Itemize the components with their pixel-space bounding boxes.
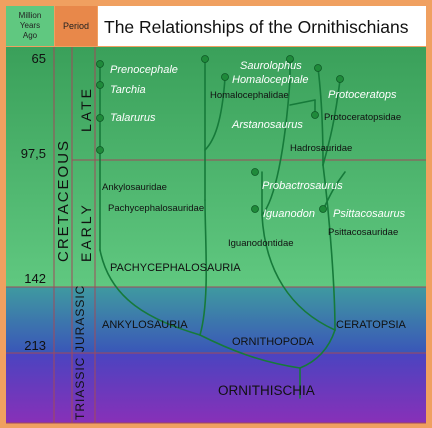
dot-prenocephale xyxy=(96,60,104,68)
taxon-dots xyxy=(96,55,344,213)
tick-213: 213 xyxy=(24,338,46,353)
dot-homalocephale xyxy=(201,55,209,63)
period-label: Period xyxy=(63,21,89,31)
taxon-saurolophus: Saurolophus xyxy=(240,60,302,72)
dot-psittacosaurus xyxy=(319,205,327,213)
dot-saurolophus xyxy=(286,55,294,63)
group-pachycephalosauria: PACHYCEPHALOSAURIA xyxy=(110,262,241,274)
years-label: Years xyxy=(20,21,40,30)
taxon-homalocephalidae: Homalocephalidae xyxy=(210,90,289,101)
tick-97-5: 97,5 xyxy=(21,146,46,161)
tick-142: 142 xyxy=(24,271,46,286)
group-ceratopsia: CERATOPSIA xyxy=(336,319,407,331)
title-cell xyxy=(98,6,426,46)
group-ornithopoda: ORNITHOPODA xyxy=(232,336,315,348)
dot-ankylosauridae xyxy=(96,146,104,154)
million-label: Million xyxy=(19,11,42,20)
header-period-cell xyxy=(55,6,97,46)
cretaceous-band xyxy=(6,47,426,287)
period-triassic: TRIASSIC xyxy=(73,357,87,420)
dot-homalocephalidae xyxy=(221,73,229,81)
dot-probactrosaurus xyxy=(251,168,259,176)
dot-talarurus xyxy=(96,114,104,122)
group-ankylosauria: ANKYLOSAURIA xyxy=(102,319,188,331)
taxon-pachycephalosauridae: Pachycephalosauridae xyxy=(108,203,204,214)
taxon-psittacosaurus: Psittacosaurus xyxy=(333,208,406,220)
taxon-arstanosaurus: Arstanosaurus xyxy=(231,119,303,131)
period-cretaceous: CRETACEOUS xyxy=(55,139,72,262)
taxon-iguanodon: Iguanodon xyxy=(263,208,315,220)
period-early: EARLY xyxy=(78,202,94,262)
taxon-homalocephale: Homalocephale xyxy=(232,74,308,86)
taxon-ankylosauridae: Ankylosauridae xyxy=(102,182,167,193)
taxon-iguanodontidae: Iguanodontidae xyxy=(228,238,294,249)
dot-protoceratops xyxy=(314,64,322,72)
triassic-band xyxy=(6,353,426,423)
dot-iguanodon xyxy=(251,205,259,213)
dot-arstanosaurus xyxy=(311,111,319,119)
taxon-tarchia: Tarchia xyxy=(110,84,146,96)
phylogeny-branches xyxy=(99,59,346,399)
dot-protoceratopsidae xyxy=(336,75,344,83)
period-late: LATE xyxy=(78,86,94,132)
ago-label: Ago xyxy=(23,31,38,40)
taxon-protoceratopsidae: Protoceratopsidae xyxy=(324,112,401,123)
page-title: The Relationships of the Ornithischians xyxy=(104,17,409,37)
taxon-psittacosauridae: Psittacosauridae xyxy=(328,227,398,238)
taxon-probactrosaurus: Probactrosaurus xyxy=(262,180,343,192)
taxon-prenocephale: Prenocephale xyxy=(110,64,178,76)
period-jurassic: JURASSIC xyxy=(73,285,87,352)
taxon-labels: Prenocephale Tarchia Talarurus Sauroloph… xyxy=(102,60,407,398)
dot-tarchia xyxy=(96,81,104,89)
tick-65: 65 xyxy=(32,51,46,66)
taxon-protoceratops: Protoceratops xyxy=(328,89,397,101)
header-years-cell xyxy=(6,6,54,46)
taxon-hadrosauridae: Hadrosauridae xyxy=(290,143,352,154)
taxon-talarurus: Talarurus xyxy=(110,112,156,124)
group-ornithischia: ORNITHISCHIA xyxy=(218,383,315,398)
grid-lines xyxy=(6,47,426,424)
